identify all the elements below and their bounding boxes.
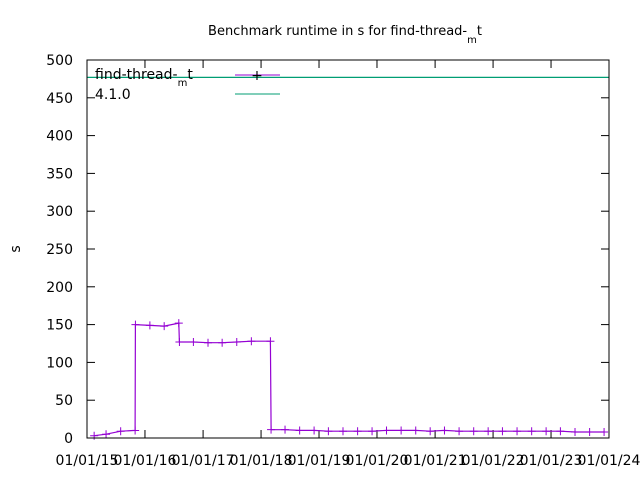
data-point-series-1: [353, 427, 362, 436]
data-point-series-1: [131, 426, 140, 435]
legend-label-series-1-suffix: t: [187, 67, 193, 83]
data-point-series-1: [440, 426, 449, 435]
y-axis-label: s: [8, 245, 24, 252]
y-tick-label: 50: [55, 393, 73, 409]
chart-title: Benchmark runtime in s for find-thread-m…: [208, 24, 482, 46]
data-point-series-1: [498, 427, 507, 436]
data-point-series-1: [295, 426, 304, 435]
data-point-series-1: [542, 427, 551, 436]
data-point-series-1: [455, 427, 464, 436]
data-point-series-1: [218, 338, 227, 347]
data-point-series-1: [175, 337, 184, 346]
legend-label-series-2: 4.1.0: [95, 87, 131, 103]
x-tick-label: 01/01/24: [578, 453, 640, 469]
y-tick-label: 250: [46, 242, 73, 258]
data-point-series-1: [116, 427, 125, 436]
data-point-series-1: [368, 427, 377, 436]
data-point-series-1: [174, 319, 183, 328]
data-point-series-1: [131, 320, 140, 329]
data-point-series-1: [247, 337, 256, 346]
x-tick-label: 01/01/18: [230, 453, 293, 469]
y-tick-label: 100: [46, 355, 73, 371]
data-point-series-1: [266, 337, 275, 346]
data-point-series-1: [267, 425, 276, 434]
y-tick-label: 150: [46, 318, 73, 334]
x-tick-label: 01/01/20: [346, 453, 409, 469]
chart-title-suffix: t: [477, 24, 482, 39]
data-point-series-1: [469, 427, 478, 436]
data-point-series-1: [484, 427, 493, 436]
legend-label-series-1: find-thread-mt: [95, 67, 193, 89]
data-point-series-1: [426, 427, 435, 436]
data-point-series-1: [556, 427, 565, 436]
data-point-series-1: [145, 321, 154, 330]
data-point-series-1: [324, 427, 333, 436]
plot-frame: [86, 59, 610, 439]
data-point-series-1: [585, 427, 594, 436]
chart-title-prefix: Benchmark runtime in s for find-thread-: [208, 24, 467, 39]
y-tick-label: 300: [46, 204, 73, 220]
chart-title-sub: m: [467, 35, 477, 46]
data-point-series-1: [281, 425, 290, 434]
data-point-series-1: [204, 338, 213, 347]
data-point-series-1: [232, 337, 241, 346]
x-tick-label: 01/01/23: [520, 453, 583, 469]
data-point-series-1: [571, 427, 580, 436]
x-tick-label: 01/01/22: [462, 453, 525, 469]
data-point-series-1: [600, 427, 609, 436]
data-point-series-1: [382, 426, 391, 435]
y-tick-label: 0: [64, 431, 73, 447]
data-point-series-1: [102, 430, 111, 439]
data-point-series-1: [160, 322, 169, 331]
x-tick-label: 01/01/21: [404, 453, 467, 469]
data-point-series-1: [527, 427, 536, 436]
legend: find-thread-mt + 4.1.0: [95, 67, 280, 103]
y-tick-label: 500: [46, 53, 73, 69]
x-tick-label: 01/01/19: [288, 453, 351, 469]
legend-marker-series-1: +: [251, 68, 263, 84]
y-tick-label: 350: [46, 166, 73, 182]
legend-label-series-1-sub: m: [178, 78, 188, 89]
plot-layer: 05010015020025030035040045050001/01/1501…: [46, 53, 640, 469]
x-tick-label: 01/01/16: [114, 453, 177, 469]
data-point-series-1: [189, 337, 198, 346]
data-point-series-1: [411, 426, 420, 435]
data-point-series-1: [310, 426, 319, 435]
data-point-series-1: [338, 427, 347, 436]
legend-label-series-1-prefix: find-thread-: [95, 67, 178, 83]
data-point-series-1: [397, 426, 406, 435]
data-point-series-1: [513, 427, 522, 436]
y-tick-label: 200: [46, 280, 73, 296]
y-tick-label: 450: [46, 91, 73, 107]
x-tick-label: 01/01/17: [172, 453, 235, 469]
x-tick-label: 01/01/15: [56, 453, 119, 469]
y-tick-label: 400: [46, 129, 73, 145]
